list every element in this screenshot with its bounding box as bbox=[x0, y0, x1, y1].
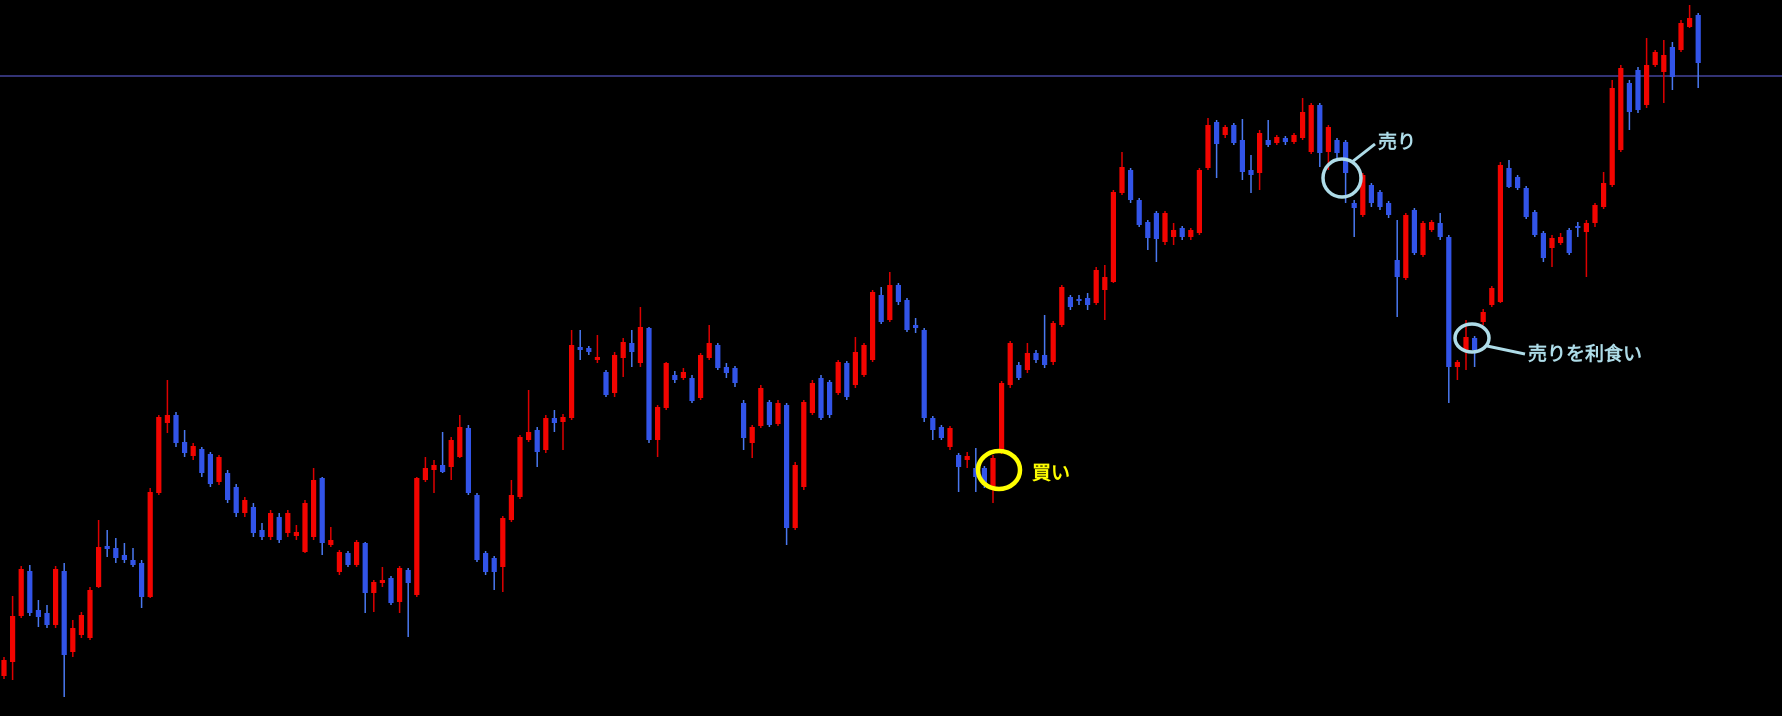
take-profit-annotation[interactable]: 売りを利食い bbox=[1453, 322, 1642, 365]
sell-connector-line bbox=[1351, 142, 1376, 164]
buy-annotation[interactable]: 買い bbox=[975, 448, 1070, 492]
take-profit-label: 売りを利食い bbox=[1528, 342, 1642, 365]
sell-label: 売り bbox=[1378, 130, 1416, 153]
take-profit-circle[interactable] bbox=[1453, 322, 1491, 354]
sell-circle[interactable] bbox=[1321, 157, 1363, 199]
buy-label: 買い bbox=[1032, 462, 1070, 484]
sell-annotation[interactable]: 売り bbox=[1321, 130, 1416, 199]
take-profit-connector-line bbox=[1486, 344, 1526, 356]
candlestick-series bbox=[1, 5, 1701, 697]
buy-circle[interactable] bbox=[975, 448, 1023, 492]
